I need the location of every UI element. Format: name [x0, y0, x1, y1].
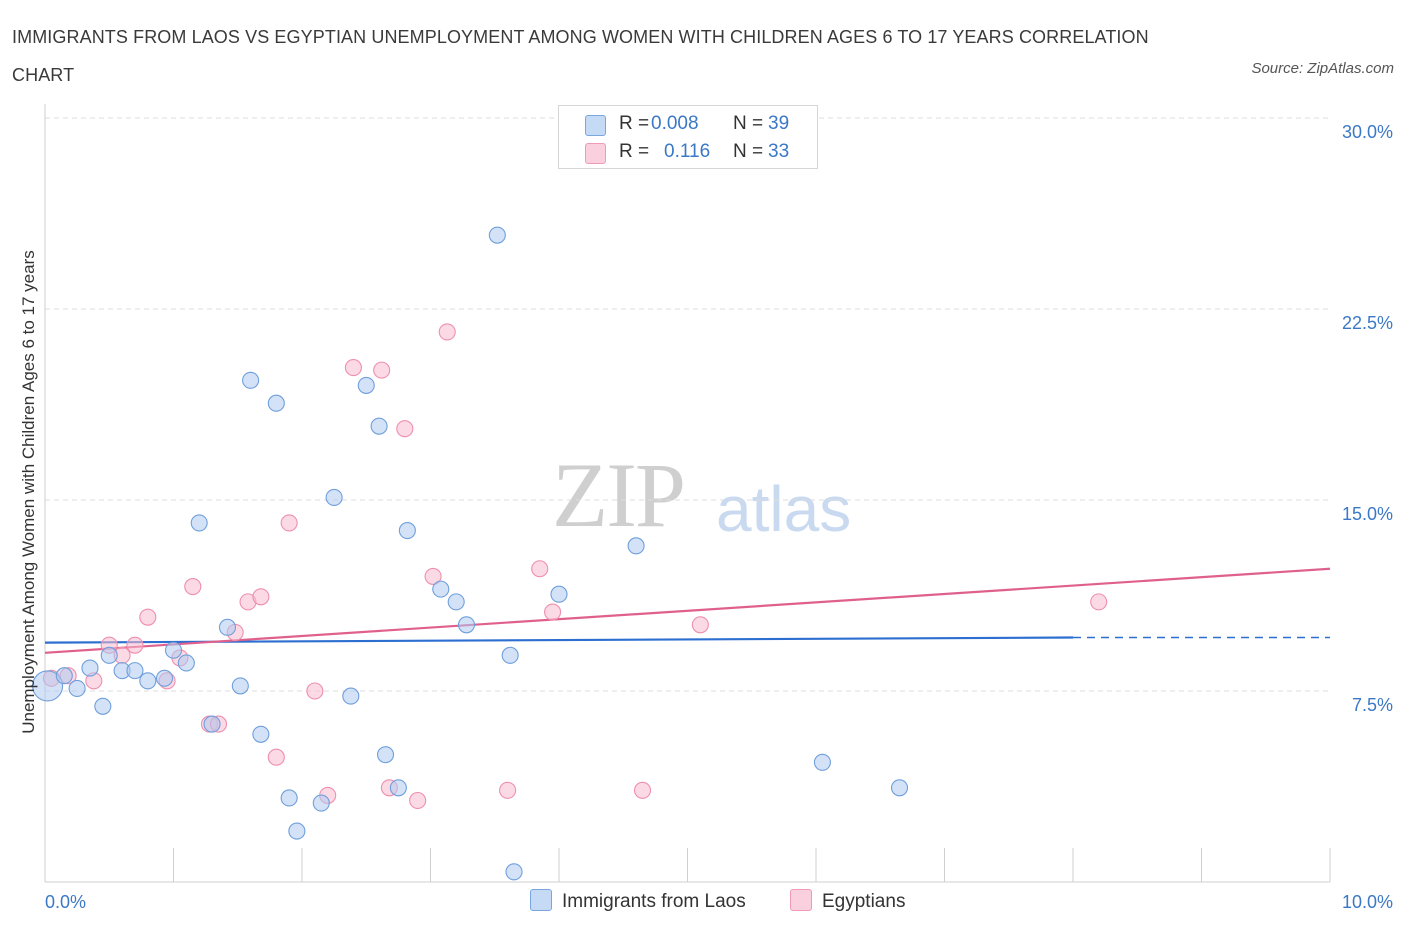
laos-data-point [432, 580, 450, 598]
n-label: N = [733, 141, 764, 162]
egyptians-data-point [126, 636, 144, 654]
laos-data-point [218, 618, 237, 636]
laos-legend-label: Immigrants from Laos [562, 891, 746, 912]
laos-data-point [203, 715, 221, 733]
axis-labels: 7.5% 15.0% 22.5% 30.0% 0.0% 10.0% Unemployment… [19, 122, 1393, 912]
laos-data-point [139, 672, 157, 690]
laos-data-point [325, 488, 343, 507]
y-axis-label: Unemployment Among Women with Children A… [19, 250, 38, 734]
correlation-legend: R = 0.008 N = 39 R = 0.116 N = 33 [558, 105, 818, 169]
r-value: 0.116 [664, 141, 711, 162]
laos-data-point [488, 226, 506, 244]
laos-data-point [177, 654, 195, 672]
laos-data-point [68, 679, 86, 698]
laos-data-point [242, 371, 260, 389]
source-credit: Source: ZipAtlas.com [1251, 60, 1394, 77]
laos-data-point [342, 687, 360, 705]
y-tick-label: 15.0% [1342, 504, 1393, 524]
egyptians-data-point [544, 603, 562, 621]
egyptians-data-point [306, 682, 324, 700]
x-tick-label: 10.0% [1342, 892, 1393, 912]
laos-data-point [376, 746, 395, 764]
axes [44, 104, 1331, 883]
laos-data-point [252, 725, 270, 743]
laos-data-point [267, 394, 285, 412]
laos-data-point [81, 659, 99, 677]
egyptians-legend-label: Egyptians [822, 891, 906, 912]
laos-data-point [55, 667, 73, 685]
egyptians-data-point [344, 359, 362, 377]
r-label: R = [619, 141, 650, 162]
laos-data-point [231, 677, 249, 695]
laos-data-point [457, 616, 476, 634]
r-label: R = [619, 113, 650, 134]
egyptians-legend-swatch [790, 889, 812, 911]
egyptians-data-point [1090, 593, 1108, 611]
data-points [32, 226, 1108, 881]
laos-data-point [398, 522, 416, 540]
laos-data-point [447, 593, 465, 611]
laos-data-point [501, 646, 519, 664]
laos-data-point [164, 641, 183, 659]
laos-legend-swatch [530, 889, 552, 911]
laos-data-point [389, 779, 407, 797]
egyptians-swatch [585, 143, 606, 164]
egyptians-data-point [633, 781, 652, 799]
laos-data-point [627, 537, 645, 555]
egyptians-data-point [396, 420, 414, 438]
grid-lines [45, 117, 1330, 692]
laos-data-point [288, 822, 306, 840]
watermark-atlas: atlas [716, 473, 852, 545]
egyptians-data-point [139, 608, 157, 626]
n-value: 33 [768, 141, 790, 162]
egyptians-data-point [252, 588, 270, 606]
y-tick-label: 7.5% [1352, 695, 1393, 715]
n-label: N = [733, 113, 764, 134]
egyptians-data-point [438, 323, 456, 341]
r-value: 0.008 [651, 113, 699, 134]
laos-data-point [155, 669, 174, 687]
egyptians-data-point [184, 578, 202, 596]
egyptians-data-point [691, 616, 709, 634]
y-tick-label: 30.0% [1342, 122, 1393, 142]
laos-data-point [32, 670, 64, 702]
legend-item-laos[interactable]: Immigrants from Laos [530, 888, 746, 916]
legend-item-egyptians[interactable]: Egyptians [790, 888, 905, 916]
laos-data-point [813, 753, 831, 771]
laos-data-point [94, 697, 112, 715]
watermark-zip: ZIP [552, 444, 686, 546]
laos-data-point [126, 662, 144, 680]
egyptians-data-point [267, 748, 285, 766]
y-tick-label: 22.5% [1342, 313, 1393, 333]
egyptians-data-point [531, 560, 549, 578]
laos-data-point [312, 794, 330, 812]
laos-data-point [190, 514, 208, 532]
laos-data-point [505, 863, 523, 881]
laos-data-point [357, 376, 375, 394]
egyptians-data-point [373, 361, 391, 379]
egyptians-data-point [409, 791, 427, 810]
chart-title: IMMIGRANTS FROM LAOS VS EGYPTIAN UNEMPLO… [12, 27, 1149, 85]
trend-lines [44, 567, 1331, 654]
egyptians-data-point [424, 567, 442, 585]
x-tick-label: 0.0% [45, 892, 86, 912]
laos-data-point [550, 585, 568, 603]
egyptians-data-point [499, 781, 517, 799]
trend-line-egyptians [44, 567, 1331, 654]
laos-data-point [280, 789, 298, 807]
laos-swatch [585, 115, 606, 136]
laos-data-point [370, 417, 388, 435]
laos-data-point [890, 779, 909, 797]
laos-data-point [100, 646, 118, 664]
egyptians-data-point [280, 514, 298, 532]
n-value: 39 [768, 113, 790, 134]
